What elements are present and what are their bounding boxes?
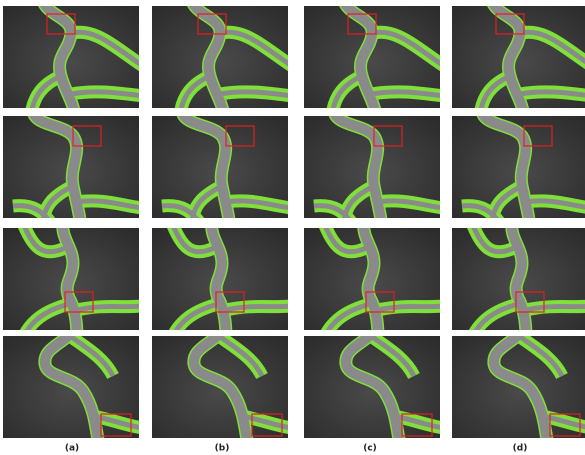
image-tile <box>3 223 143 338</box>
figure: (a) (b) (c) (d) <box>0 0 585 455</box>
image-tile <box>3 111 143 226</box>
image-tile <box>152 223 292 338</box>
image-tile <box>3 1 143 116</box>
image-tile <box>3 331 143 446</box>
panel-label: (d) <box>513 444 528 454</box>
image-tile <box>152 331 292 446</box>
image-tile <box>304 223 444 338</box>
image-tile <box>452 111 585 226</box>
panel-label: (a) <box>65 444 79 454</box>
image-tile <box>304 111 444 226</box>
image-tile <box>152 1 292 116</box>
image-tile <box>304 1 444 116</box>
image-tile <box>452 223 585 338</box>
panel-label: (b) <box>215 444 230 454</box>
image-tile <box>452 331 585 446</box>
image-tile <box>304 331 444 446</box>
image-tile <box>452 1 585 116</box>
image-tile <box>152 111 292 226</box>
panel-label: (c) <box>363 444 377 454</box>
